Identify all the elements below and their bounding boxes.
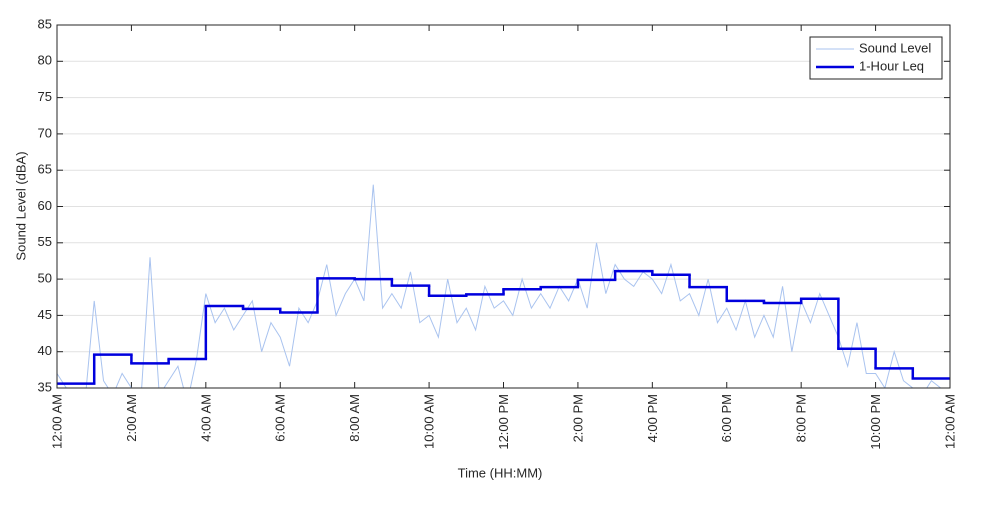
- x-tick-label: 10:00 AM: [422, 394, 437, 449]
- y-tick-label: 60: [38, 198, 52, 213]
- y-axis-label: Sound Level (dBA): [13, 151, 28, 260]
- legend-label: Sound Level: [859, 40, 931, 55]
- x-tick-label: 6:00 PM: [719, 394, 734, 442]
- x-tick-label: 8:00 AM: [347, 394, 362, 442]
- x-tick-label: 2:00 AM: [124, 394, 139, 442]
- legend-box: [809, 36, 943, 80]
- plot-lines: [57, 184, 950, 388]
- y-tick-label: 70: [38, 125, 52, 140]
- y-tick-label: 45: [38, 307, 52, 322]
- y-tick-label: 85: [38, 16, 52, 31]
- x-tick-label: 12:00 AM: [49, 394, 64, 449]
- y-tick-label: 65: [38, 162, 52, 177]
- y-tick-label: 55: [38, 234, 52, 249]
- x-tick-label: 12:00 AM: [942, 394, 957, 449]
- x-axis-label: Time (HH:MM): [458, 465, 543, 480]
- y-tick-label: 35: [38, 379, 52, 394]
- y-tick-label: 50: [38, 271, 52, 286]
- legend-label: 1-Hour Leq: [859, 58, 924, 73]
- x-tick-label: 12:00 PM: [496, 394, 511, 450]
- plot-border: [56, 24, 951, 389]
- x-tick-label: 2:00 PM: [570, 394, 585, 442]
- x-tick-label: 4:00 AM: [198, 394, 213, 442]
- x-tick-label: 8:00 PM: [794, 394, 809, 442]
- y-tick-label: 40: [38, 343, 52, 358]
- x-tick-label: 6:00 AM: [273, 394, 288, 442]
- y-tick-label: 80: [38, 53, 52, 68]
- x-tick-label: 10:00 PM: [868, 394, 883, 450]
- x-tick-label: 4:00 PM: [645, 394, 660, 442]
- y-tick-label: 75: [38, 89, 52, 104]
